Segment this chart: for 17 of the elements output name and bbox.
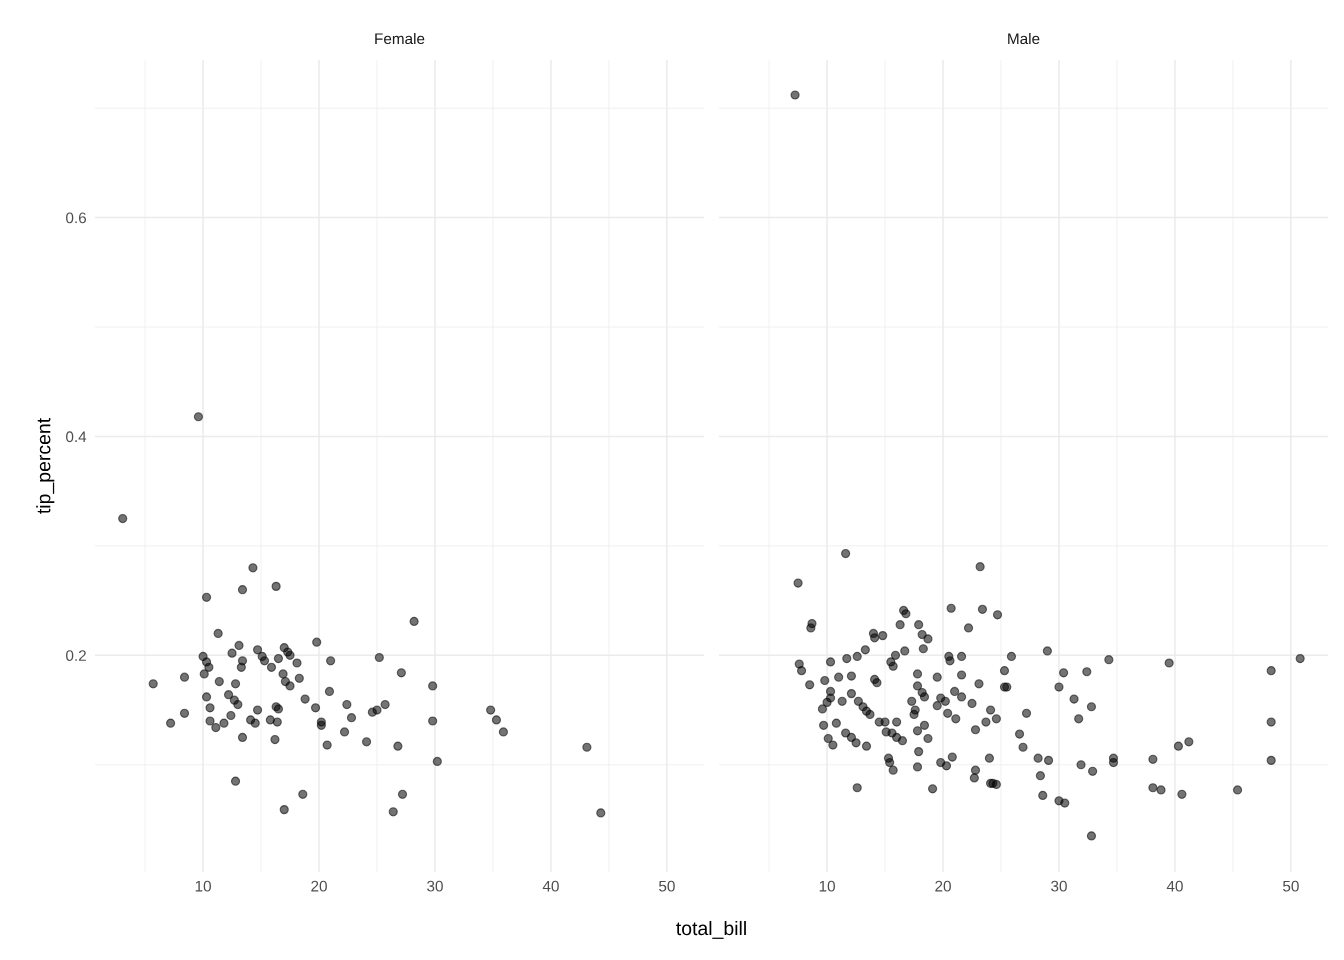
y-tick-label: 0.2 [66, 650, 86, 662]
x-tick-label: 20 [311, 880, 327, 892]
y-axis-title: tip_percent [36, 418, 55, 514]
y-tick-label: 0.4 [66, 431, 87, 443]
x-tick-label: 20 [935, 880, 951, 892]
chart-title: Female [375, 32, 425, 45]
x-tick-label: 50 [659, 880, 675, 892]
x-tick-label: 40 [1166, 880, 1183, 892]
y-tick-label: 0.6 [66, 212, 86, 224]
chart-title: Male [1008, 32, 1040, 45]
x-tick-label: 40 [542, 880, 559, 892]
x-tick-label: 10 [819, 880, 835, 892]
x-tick-label: 10 [195, 880, 211, 892]
x-tick-label: 30 [427, 880, 443, 892]
x-tick-label: 50 [1283, 880, 1299, 892]
x-tick-label: 30 [1051, 880, 1067, 892]
x-axis-title: total_bill [676, 920, 746, 939]
